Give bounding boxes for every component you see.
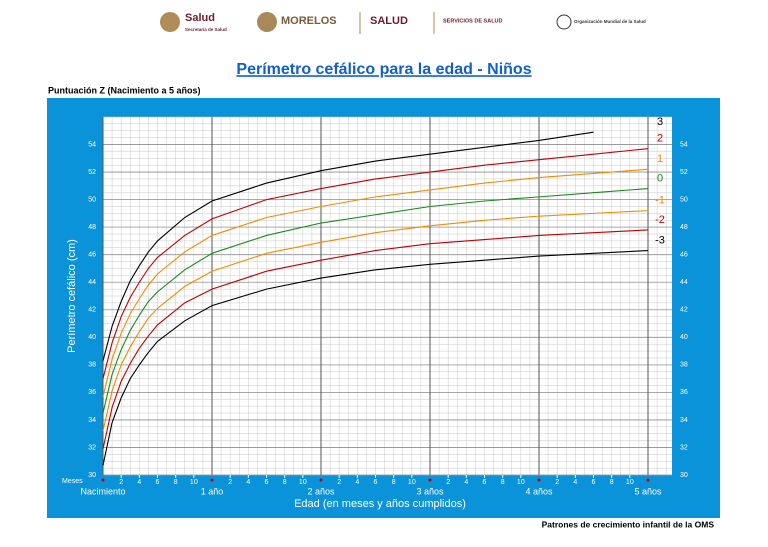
x-minor-tick-label: 8: [174, 479, 178, 486]
y-tick-label: 46: [680, 252, 688, 259]
chart-title: Perímetro cefálico para la edad - Niños: [236, 61, 531, 78]
x-minor-tick-label: 4: [246, 479, 250, 486]
logo-text: SALUD: [370, 15, 408, 27]
x-minor-tick-label: 2: [119, 479, 123, 486]
y-tick-label: 34: [680, 417, 688, 424]
x-tick-label: 3 años: [416, 486, 444, 496]
x-tick-dot: [537, 478, 541, 482]
legend-label: 1: [657, 153, 663, 165]
x-minor-tick-label: 2: [228, 479, 232, 486]
x-tick-label: 1 año: [201, 486, 224, 496]
logo-text: SERVICIOS DE SALUD: [443, 18, 503, 24]
y-tick-label: 50: [680, 196, 688, 203]
y-tick-label: 36: [680, 389, 688, 396]
x-tick-label: 4 años: [525, 486, 553, 496]
x-minor-tick-label: 10: [408, 479, 416, 486]
logo-text: Salud: [185, 12, 215, 24]
series-line: [102, 229, 649, 449]
chart-subtitle: Puntuación Z (Nacimiento a 5 años): [48, 85, 201, 95]
y-tick-label: 36: [88, 389, 96, 396]
logo-text: MORELOS: [281, 15, 337, 27]
x-minor-tick-label: 6: [483, 479, 487, 486]
logo-icon: [257, 12, 277, 32]
x-minor-tick-label: 2: [337, 479, 341, 486]
x-tick-dot: [210, 478, 214, 482]
y-tick-label: 54: [88, 141, 96, 148]
x-minor-tick-label: 2: [555, 479, 559, 486]
y-tick-label: 42: [680, 307, 688, 314]
x-minor-tick-label: 6: [265, 479, 269, 486]
x-minor-tick-label: 10: [190, 479, 198, 486]
x-minor-tick-label: 2: [446, 479, 450, 486]
y-tick-label: 48: [88, 224, 96, 231]
y-tick-label: 30: [680, 472, 688, 479]
legend-label: 0: [657, 173, 663, 185]
legend-label: 2: [657, 133, 663, 145]
series-line: [102, 188, 649, 414]
series-line: [102, 250, 649, 466]
x-axis-label: Edad (en meses y años cumplidos): [294, 498, 466, 510]
logo-text: Secretaría de Salud: [185, 27, 227, 32]
y-tick-label: 32: [88, 444, 96, 451]
series-line: [102, 131, 594, 361]
y-tick-label: 50: [88, 196, 96, 203]
y-tick-label: 38: [680, 362, 688, 369]
x-minor-tick-label: 10: [517, 479, 525, 486]
y-tick-label: 34: [88, 417, 96, 424]
y-axis-label: Perímetro cefálico (cm): [66, 239, 78, 353]
x-minor-tick-label: 8: [283, 479, 287, 486]
x-minor-tick-label: 10: [299, 479, 307, 486]
x-minor-tick-label: 4: [137, 479, 141, 486]
x-tick-dot: [646, 478, 650, 482]
x-minor-tick-label: 6: [156, 479, 160, 486]
y-tick-label: 30: [88, 472, 96, 479]
y-tick-label: 44: [680, 279, 688, 286]
logo-icon: [160, 12, 180, 32]
source-note: Patrones de crecimiento infantil de la O…: [542, 519, 715, 529]
series-line: [102, 148, 649, 379]
y-tick-label: 32: [680, 444, 688, 451]
y-tick-label: 44: [88, 279, 96, 286]
x-tick-dot: [428, 478, 432, 482]
marks: 3 2 1 0 -1 -2 -3: [102, 116, 665, 466]
x-minor-tick-label: 6: [374, 479, 378, 486]
y-tick-label: 52: [88, 169, 96, 176]
logo-text: Organización Mundial de la Salud: [574, 19, 646, 24]
x-minor-tick-label: 4: [573, 479, 577, 486]
x-tick-label: 5 años: [634, 486, 662, 496]
x-minor-tick-label: 6: [592, 479, 596, 486]
x-minor-tick-label: 8: [610, 479, 614, 486]
series-line: [102, 210, 649, 432]
y-tick-label: 54: [680, 141, 688, 148]
x-unit-label: Meses: [62, 478, 83, 485]
series-line: [102, 168, 649, 397]
x-tick-dot: [101, 478, 105, 482]
x-tick-label: Nacimiento: [80, 486, 125, 496]
y-tick-label: 38: [88, 362, 96, 369]
x-minor-tick-label: 4: [464, 479, 468, 486]
logo-icon: [556, 14, 572, 30]
y-tick-label: 48: [680, 224, 688, 231]
y-tick-label: 42: [88, 307, 96, 314]
legend-label: -3: [655, 234, 665, 246]
header-logos: Salud Secretaría de Salud MORELOS SALUD …: [160, 12, 646, 34]
x-minor-tick-label: 4: [355, 479, 359, 486]
legend-label: -2: [655, 214, 665, 226]
y-tick-label: 40: [88, 334, 96, 341]
x-minor-tick-label: 8: [392, 479, 396, 486]
y-tick-label: 52: [680, 169, 688, 176]
legend-label: 3: [657, 116, 663, 128]
y-tick-label: 46: [88, 252, 96, 259]
legend-label: -1: [655, 195, 665, 207]
x-minor-tick-label: 8: [501, 479, 505, 486]
y-tick-label: 40: [680, 334, 688, 341]
x-tick-label: 2 años: [307, 486, 335, 496]
x-minor-tick-label: 10: [626, 479, 634, 486]
x-tick-dot: [319, 478, 323, 482]
